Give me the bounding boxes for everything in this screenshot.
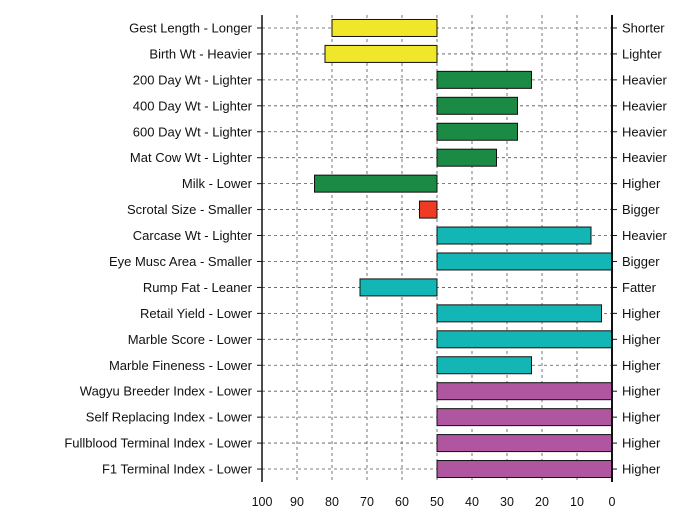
x-tick-label: 80 [325,495,339,509]
plot-frame [257,15,617,482]
x-tick-label: 100 [252,495,273,509]
bar [359,278,438,297]
direction-label: Higher [622,410,661,425]
trait-label: Birth Wt - Heavier [149,46,252,61]
direction-label: Bigger [622,202,660,217]
direction-label: Lighter [622,46,662,61]
right-direction-labels: Shorter Lighter Heavier Heavier Heavier Heavi… [622,20,667,476]
bar [436,460,613,479]
bar-series [314,18,613,479]
bar [436,252,613,271]
bar [436,434,613,453]
direction-label: Heavier [622,228,667,243]
x-tick-label: 20 [535,495,549,509]
direction-label: Higher [622,358,661,373]
bar [436,382,613,401]
direction-label: Higher [622,436,661,451]
bar [331,18,438,37]
trait-label: Carcase Wt - Lighter [133,228,253,243]
trait-label: Rump Fat - Leaner [143,280,253,295]
direction-label: Fatter [622,280,657,295]
trait-label: Marble Score - Lower [128,332,253,347]
bar [436,148,497,167]
trait-label: Milk - Lower [182,176,253,191]
direction-label: Higher [622,332,661,347]
x-tick-label: 30 [500,495,514,509]
x-tick-label: 0 [609,495,616,509]
x-axis-tick-labels: 100 90 80 70 60 50 40 30 20 10 0 [252,495,616,509]
trait-label: Marble Fineness - Lower [109,358,253,373]
trait-label: Mat Cow Wt - Lighter [130,150,253,165]
left-trait-labels: Gest Length - Longer Birth Wt - Heavier 20… [64,20,252,476]
trait-label: Wagyu Breeder Index - Lower [80,384,253,399]
direction-label: Heavier [622,150,667,165]
trait-label: Retail Yield - Lower [140,306,253,321]
bar [436,122,518,141]
trait-label: Eye Musc Area - Smaller [109,254,253,269]
direction-label: Higher [622,384,661,399]
bar [436,96,518,115]
x-tick-label: 90 [290,495,304,509]
bar [314,174,438,193]
direction-label: Heavier [622,124,667,139]
bar [436,304,602,323]
direction-label: Higher [622,306,661,321]
bar [436,330,613,349]
trait-label: 400 Day Wt - Lighter [133,98,253,113]
trait-label: F1 Terminal Index - Lower [102,462,253,477]
x-tick-label: 40 [465,495,479,509]
bar [419,200,438,219]
x-tick-label: 10 [570,495,584,509]
bar [436,226,592,245]
direction-label: Shorter [622,20,665,35]
bar [324,44,438,63]
trait-label: Gest Length - Longer [129,20,253,35]
trait-label: Fullblood Terminal Index - Lower [64,436,252,451]
bar [436,408,613,427]
x-tick-label: 60 [395,495,409,509]
bar [436,356,532,375]
direction-label: Higher [622,176,661,191]
direction-label: Heavier [622,98,667,113]
trait-label: Scrotal Size - Smaller [127,202,253,217]
direction-label: Heavier [622,72,667,87]
trait-label: 600 Day Wt - Lighter [133,124,253,139]
direction-label: Higher [622,462,661,477]
bar [436,70,532,89]
trait-label: 200 Day Wt - Lighter [133,72,253,87]
x-tick-label: 50 [430,495,444,509]
trait-label: Self Replacing Index - Lower [86,410,253,425]
x-tick-label: 70 [360,495,374,509]
direction-label: Bigger [622,254,660,269]
